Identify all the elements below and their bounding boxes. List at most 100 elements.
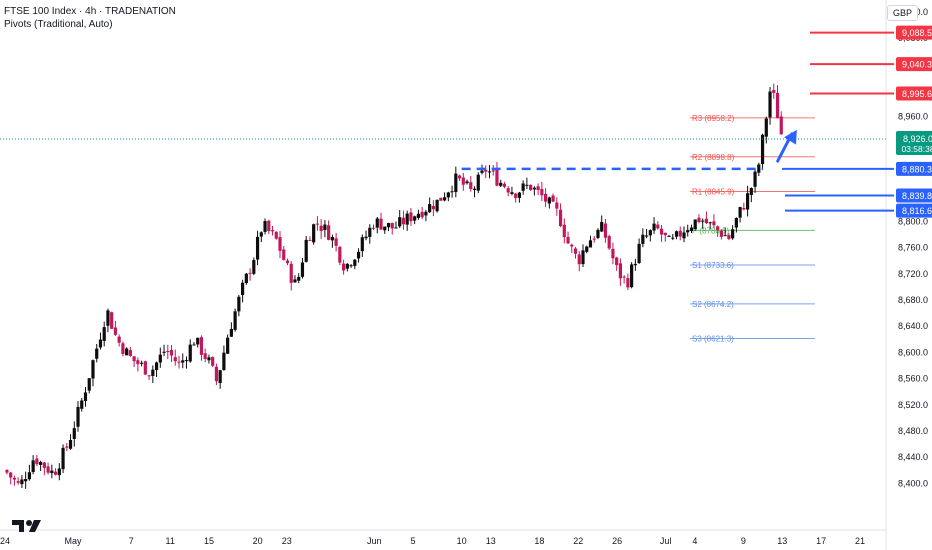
candle-body — [278, 237, 282, 251]
candle-body — [607, 236, 611, 249]
currency-badge[interactable]: GBP — [886, 5, 918, 21]
pivot-label: S3 (8621.3) — [692, 334, 734, 343]
support-label: 8,839.8 — [902, 191, 932, 201]
bar-countdown-label: 03:58:38 — [901, 144, 932, 154]
x-tick-label: 23 — [282, 536, 292, 546]
candle-body — [439, 197, 443, 201]
candle-body — [521, 183, 525, 191]
last-price-label: 8,926.0 — [903, 134, 932, 144]
candle-body — [39, 461, 43, 465]
x-tick-label: 9 — [741, 536, 746, 546]
resistance-label: 8,995.6 — [902, 89, 932, 99]
candle-body — [562, 224, 566, 238]
candle-body — [663, 232, 667, 236]
candle-body — [5, 470, 9, 473]
bullish-arrow-head — [784, 129, 797, 145]
x-tick-label: 15 — [204, 536, 214, 546]
candle-body — [248, 272, 252, 274]
candle-body — [158, 354, 162, 363]
candle-body — [398, 217, 402, 227]
candle-body — [364, 236, 368, 239]
candle-body — [20, 479, 24, 485]
candle-body — [555, 202, 559, 209]
candle-body — [327, 225, 331, 240]
candle-body — [446, 192, 450, 198]
candle-body — [457, 175, 462, 179]
x-tick-label: 4 — [692, 536, 697, 546]
candle-body — [749, 188, 753, 195]
y-tick-label: 8,640.0 — [898, 321, 928, 331]
candle-body — [405, 213, 409, 225]
candle-body — [334, 238, 338, 246]
tradingview-logo — [10, 517, 44, 538]
candle-body — [745, 193, 750, 210]
candle-body — [282, 249, 286, 260]
candle-body — [83, 392, 88, 401]
y-tick-label: 8,520.0 — [898, 400, 928, 410]
candle-body — [87, 378, 91, 391]
candle-body — [383, 226, 387, 231]
candle-body — [674, 231, 679, 237]
candle-body — [394, 227, 398, 229]
candle-body — [308, 239, 312, 241]
candle-body — [708, 222, 712, 224]
pivot-label: S1 (8733.6) — [692, 261, 734, 270]
candle-body — [566, 236, 570, 244]
candle-body — [140, 362, 144, 364]
candle-body — [413, 216, 417, 221]
candle-body — [532, 187, 536, 190]
candle-body — [12, 477, 17, 480]
candle-body — [577, 254, 581, 265]
candle-body — [472, 188, 477, 190]
candle-body — [121, 343, 125, 354]
candle-body — [117, 336, 121, 343]
last-price-tag — [896, 131, 932, 156]
candle-body — [682, 232, 686, 239]
candle-body — [637, 243, 641, 263]
candle-body — [469, 182, 473, 190]
candle-body — [551, 195, 555, 202]
candle-body — [125, 348, 129, 356]
resistance-label: 9,040.3 — [902, 60, 932, 70]
candle-body — [424, 211, 428, 216]
x-tick-label: May — [65, 536, 83, 546]
candle-body — [596, 229, 600, 238]
candle-body — [147, 375, 151, 377]
y-tick-label: 8,440.0 — [898, 452, 928, 462]
candle-body — [484, 169, 488, 172]
candle-body — [731, 229, 735, 239]
candle-body — [181, 360, 185, 363]
candle-body — [689, 227, 694, 232]
x-tick-label: 21 — [855, 536, 865, 546]
resistance-tag — [896, 57, 932, 72]
candle-body — [106, 310, 110, 326]
indicator-label[interactable]: Pivots (Traditional, Auto) — [4, 19, 113, 30]
x-tick-label: 17 — [816, 536, 826, 546]
candle-body — [76, 406, 80, 427]
candle-body — [536, 186, 540, 191]
candle-body — [409, 212, 413, 222]
candle-body — [65, 446, 69, 448]
candle-body — [611, 248, 615, 259]
candle-body — [517, 192, 522, 198]
candle-body — [263, 221, 267, 232]
candle-body — [723, 235, 727, 237]
candle-body — [465, 181, 469, 184]
candle-body — [113, 327, 118, 335]
pivot-label: R1 (8845.9) — [692, 187, 735, 196]
candle-body — [585, 246, 589, 252]
candle-body — [300, 262, 305, 277]
resistance-tag — [896, 25, 932, 40]
candle-body — [712, 221, 716, 226]
candle-body — [573, 248, 578, 254]
candle-body — [229, 328, 233, 337]
candle-body — [102, 327, 106, 341]
candle-body — [349, 265, 353, 267]
candle-body — [222, 352, 226, 371]
candle-body — [173, 357, 177, 362]
candle-body — [356, 251, 361, 259]
candle-body — [61, 447, 65, 470]
candle-body — [659, 228, 664, 235]
candle-body — [241, 282, 245, 295]
